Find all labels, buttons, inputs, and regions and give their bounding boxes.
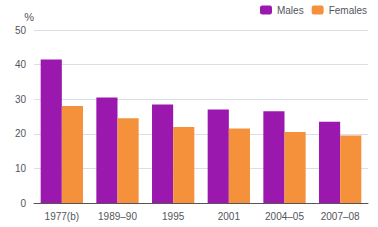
svg-text:10: 10: [15, 163, 27, 174]
svg-text:2001: 2001: [218, 211, 241, 222]
svg-text:50: 50: [15, 25, 27, 36]
svg-text:20: 20: [15, 128, 27, 139]
svg-text:Females: Females: [329, 5, 367, 16]
svg-text:2004–05: 2004–05: [265, 211, 304, 222]
svg-text:1989–90: 1989–90: [98, 211, 137, 222]
svg-text:Males: Males: [277, 5, 304, 16]
svg-text:1995: 1995: [162, 211, 185, 222]
svg-text:0: 0: [20, 198, 26, 209]
svg-text:30: 30: [15, 94, 27, 105]
svg-text:%: %: [24, 11, 34, 23]
svg-text:1977(b): 1977(b): [45, 211, 79, 222]
svg-text:2007–08: 2007–08: [321, 211, 360, 222]
svg-text:40: 40: [15, 59, 27, 70]
